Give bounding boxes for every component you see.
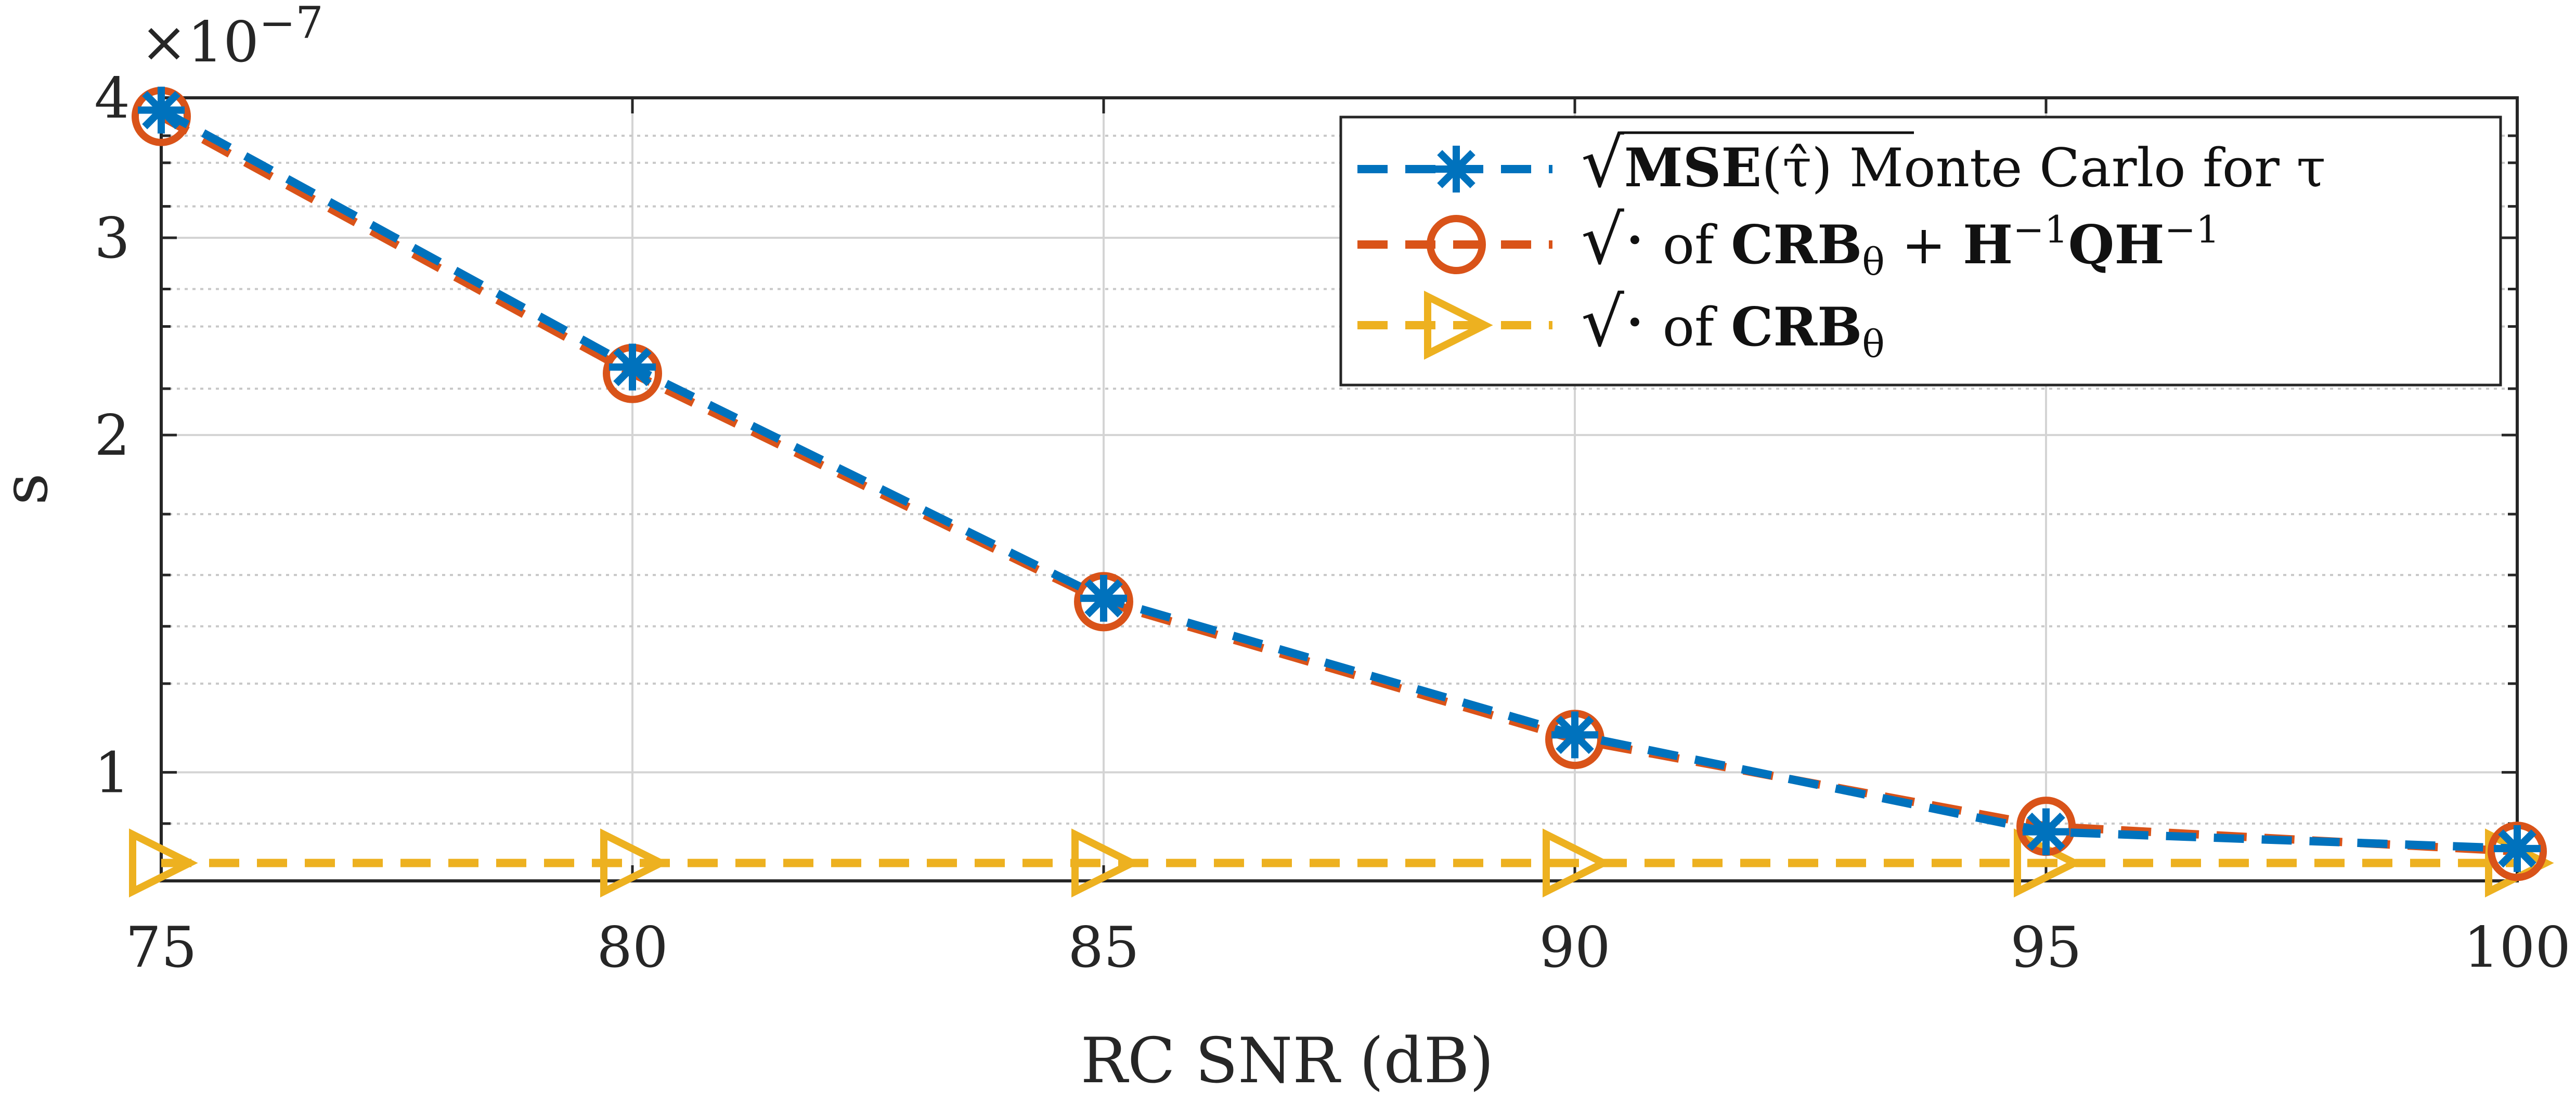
series-layer [129, 86, 2554, 898]
asterisk-stroke [2027, 812, 2065, 851]
y-tick-label: 1 [94, 740, 130, 805]
y-tick-labels: 1 2 3 4 [94, 66, 130, 805]
series-line [159, 106, 2518, 853]
data-point-marker [2494, 825, 2541, 872]
asterisk-stroke [142, 91, 180, 130]
legend-sample-marker [1433, 146, 1480, 193]
data-point-marker [2023, 808, 2069, 855]
data-point-marker [1080, 574, 1127, 622]
data-point-marker [600, 828, 669, 898]
asterisk-stroke [1437, 150, 1475, 188]
data-point-marker [1551, 711, 1598, 759]
data-point-marker [129, 828, 198, 898]
series-0 [138, 86, 2541, 872]
x-tick-label: 85 [1068, 915, 1139, 980]
legend: √MSE(τ̂) Monte Carlo for τ √· of CRBθ + … [1339, 116, 2502, 387]
asterisk-stroke [1556, 715, 1594, 754]
data-point-marker [609, 343, 656, 391]
legend-entry-crb-hqh: √· of CRBθ + H−1QH−1 [1581, 200, 2220, 284]
axes-box [160, 96, 2519, 882]
asterisk-stroke [1084, 579, 1123, 618]
y-axis-title: s [0, 473, 62, 505]
asterisk-stroke [2498, 829, 2536, 868]
plot-area [129, 86, 2554, 898]
x-axis-title: RC SNR (dB) [1081, 1025, 1494, 1097]
legend-entry-crb: √· of CRBθ [1581, 283, 1885, 366]
x-tick-label: 100 [2464, 915, 2571, 980]
asterisk-stroke [613, 348, 652, 387]
legend-samples [1357, 146, 1552, 360]
series-2 [129, 828, 2554, 898]
y-tick-label: 2 [94, 403, 130, 468]
x-tick-label: 95 [2010, 915, 2081, 980]
legend-entry-mse: √MSE(τ̂) Monte Carlo for τ [1581, 123, 2326, 202]
legend-sample-marker [1424, 290, 1493, 360]
legend-box [1339, 116, 2502, 387]
data-point-marker [1543, 828, 1612, 898]
x-tick-labels: 75 80 85 90 95 100 [125, 915, 2571, 980]
data-point-marker [138, 86, 185, 134]
y-exponent-label: ×10−7 [140, 0, 323, 75]
y-tick-label: 4 [94, 66, 130, 131]
legend-sample-marker [1427, 215, 1486, 274]
x-tick-label: 80 [597, 915, 668, 980]
x-tick-label: 75 [125, 915, 197, 980]
data-point-marker [1071, 828, 1141, 898]
x-tick-label: 90 [1539, 915, 1610, 980]
y-tick-label: 3 [94, 206, 130, 271]
